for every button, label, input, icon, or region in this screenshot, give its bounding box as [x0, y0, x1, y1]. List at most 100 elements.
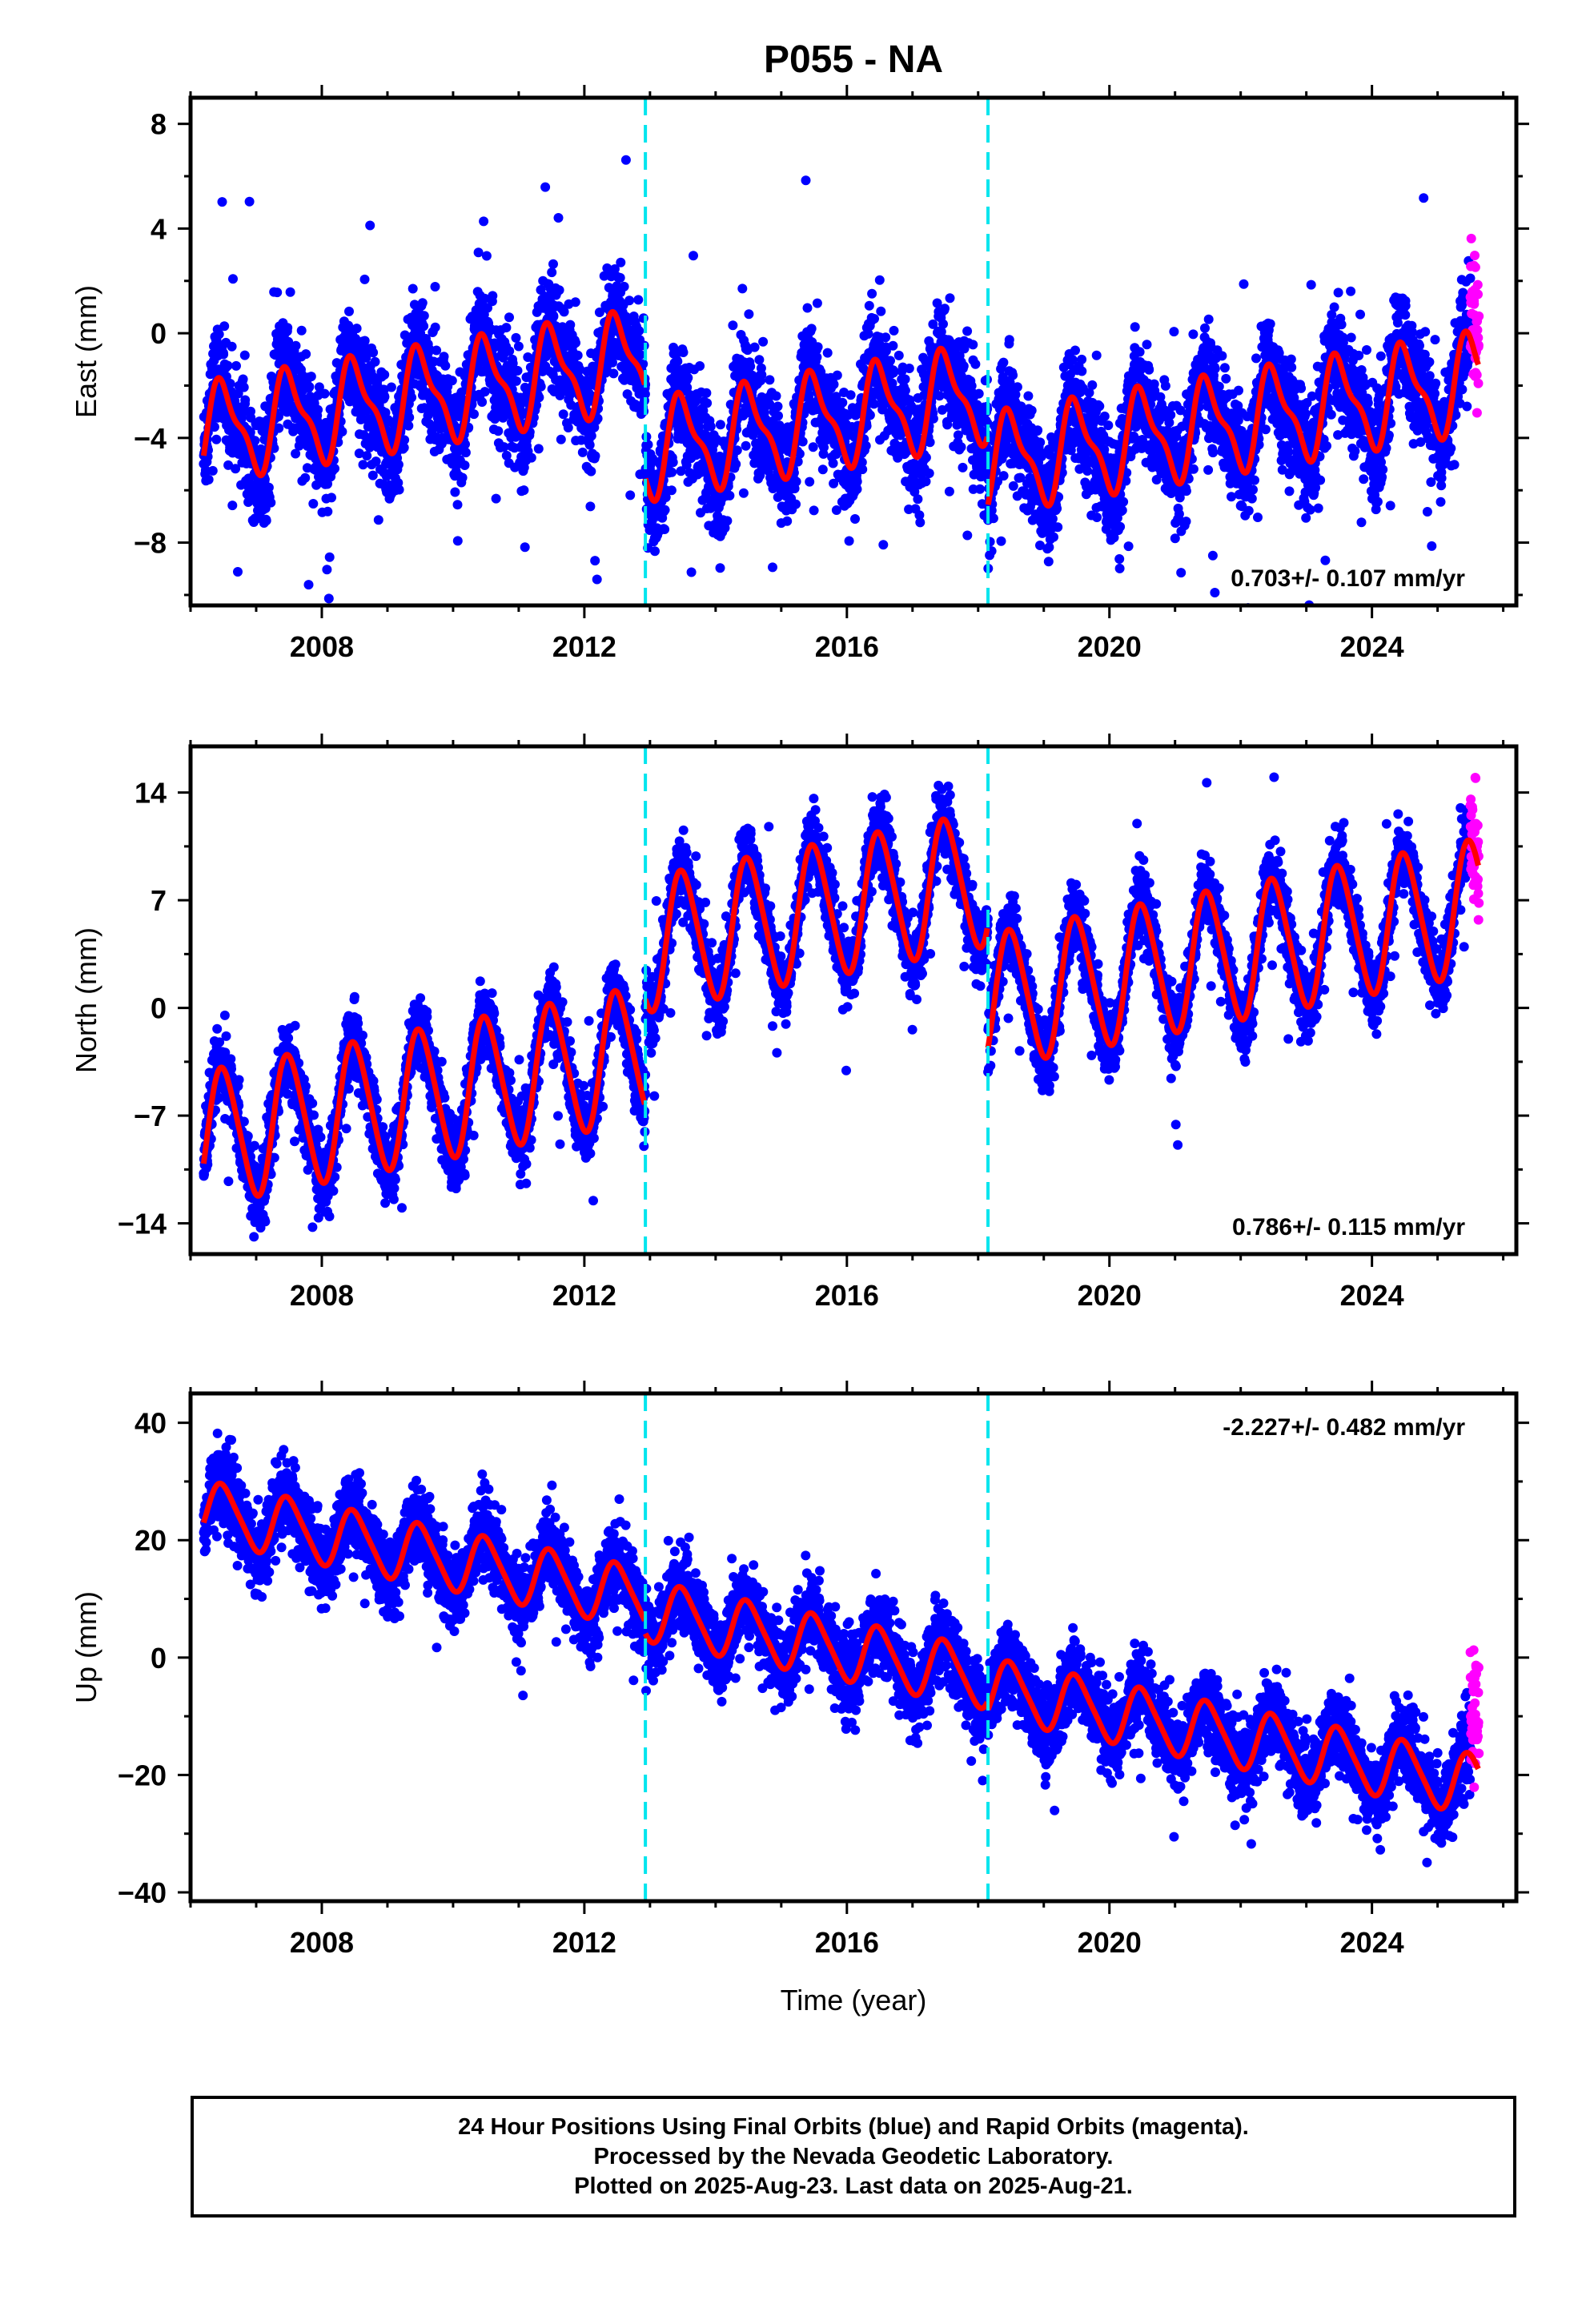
final-orbit-point [1070, 345, 1080, 356]
final-orbit-point [386, 382, 396, 392]
final-orbit-point [913, 494, 923, 505]
final-orbit-point [737, 283, 748, 294]
final-orbit-point [477, 397, 488, 407]
final-orbit-point [513, 341, 524, 352]
final-orbit-point [553, 213, 564, 223]
final-orbit-point [702, 398, 713, 408]
final-orbit-point [214, 329, 224, 340]
final-orbit-point [667, 467, 677, 477]
final-orbit-point [808, 442, 818, 452]
final-orbit-point [432, 345, 442, 356]
final-orbit-point [244, 611, 254, 621]
final-orbit-point [1004, 335, 1014, 345]
final-orbit-point [490, 414, 500, 424]
final-orbit-point [473, 247, 484, 258]
final-orbit-point [900, 374, 910, 384]
final-orbit-point [491, 493, 501, 504]
final-orbit-point [314, 382, 324, 392]
final-orbit-point [782, 516, 793, 526]
final-orbit-point [457, 472, 468, 483]
final-orbit-point [563, 423, 573, 432]
final-orbit-point [805, 476, 815, 487]
final-orbit-point [200, 465, 211, 476]
final-orbit-point [480, 293, 490, 304]
final-orbit-point [225, 379, 235, 388]
final-orbit-point [554, 285, 564, 296]
final-orbit-point [925, 437, 935, 448]
final-orbit-point [203, 474, 214, 485]
final-orbit-point [303, 580, 314, 590]
final-orbit-point [998, 357, 1009, 368]
final-orbit-point [850, 514, 860, 524]
final-orbit-point [379, 369, 390, 380]
final-orbit-point [1012, 382, 1022, 392]
final-orbit-point [313, 404, 323, 415]
final-orbit-point [419, 321, 429, 332]
final-orbit-point [878, 540, 889, 550]
final-orbit-point [547, 267, 557, 278]
final-orbit-point [400, 435, 410, 445]
final-orbit-point [370, 356, 380, 367]
final-orbit-point [1026, 405, 1037, 416]
final-orbit-point [732, 445, 742, 456]
final-orbit-point [460, 460, 470, 470]
final-orbit-point [393, 460, 404, 470]
final-orbit-point [296, 325, 307, 336]
final-orbit-point [619, 281, 629, 292]
final-orbit-point [344, 306, 354, 316]
final-orbit-point [319, 388, 330, 399]
final-orbit-point [725, 490, 735, 501]
final-orbit-point [944, 486, 954, 497]
final-orbit-point [1023, 391, 1034, 401]
final-orbit-point [668, 457, 678, 468]
final-orbit-point [958, 361, 969, 372]
final-orbit-point [1053, 522, 1063, 533]
final-orbit-point [493, 426, 504, 436]
final-orbit-point [809, 505, 819, 516]
final-orbit-point [584, 440, 595, 450]
final-orbit-point [802, 303, 813, 313]
final-orbit-point [904, 364, 914, 373]
final-orbit-point [1008, 370, 1018, 380]
final-orbit-point [1049, 532, 1058, 542]
final-orbit-point [889, 325, 899, 336]
final-orbit-point [540, 182, 551, 192]
final-orbit-point [738, 488, 749, 498]
final-orbit-point [660, 505, 670, 515]
final-orbit-point [219, 321, 230, 332]
final-orbit-point [722, 516, 733, 526]
final-orbit-point [940, 304, 950, 314]
final-orbit-point [571, 338, 580, 348]
final-orbit-point [757, 370, 767, 380]
final-orbit-point [209, 422, 219, 432]
final-orbit-point [323, 506, 333, 517]
final-orbit-point [801, 175, 811, 186]
final-orbit-point [211, 434, 222, 444]
final-orbit-point [863, 328, 873, 339]
final-orbit-point [586, 431, 596, 441]
final-orbit-point [367, 470, 378, 480]
final-orbit-point [533, 444, 544, 454]
final-orbit-point [447, 376, 457, 386]
final-orbit-point [231, 464, 241, 474]
final-orbit-point [558, 409, 568, 420]
final-orbit-point [867, 288, 877, 299]
final-orbit-point [223, 460, 234, 470]
final-orbit-point [1043, 557, 1054, 567]
final-orbit-point [261, 516, 271, 526]
final-orbit-point [828, 458, 838, 468]
final-orbit-point [323, 593, 334, 604]
final-orbit-point [970, 359, 981, 369]
final-orbit-point [1094, 401, 1105, 412]
final-orbit-point [893, 350, 904, 360]
final-orbit-point [1091, 350, 1102, 360]
final-orbit-point [371, 456, 381, 467]
final-orbit-point [430, 282, 440, 292]
final-orbit-point [330, 464, 339, 474]
final-orbit-point [633, 295, 644, 305]
final-orbit-point [1008, 480, 1018, 491]
final-orbit-point [534, 392, 544, 403]
final-orbit-point [797, 436, 808, 447]
final-orbit-point [520, 542, 530, 553]
